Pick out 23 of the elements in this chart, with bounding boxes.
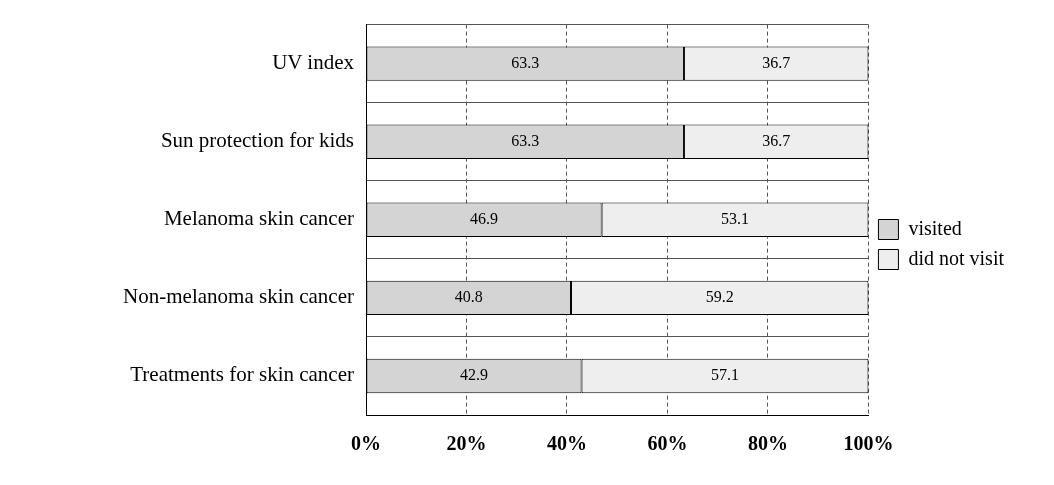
data-label: 63.3 — [511, 53, 540, 71]
data-label: 59.2 — [705, 288, 734, 306]
data-label: 40.8 — [454, 288, 483, 306]
data-label: 63.3 — [511, 131, 540, 149]
x-tick-label: 80% — [747, 432, 788, 455]
x-tick-label: 60% — [647, 432, 688, 455]
data-label: 36.7 — [762, 53, 791, 71]
y-tick-label: Non-melanoma skin cancer — [123, 284, 354, 309]
x-tick-label: 100% — [843, 432, 894, 455]
y-tick-label: Treatments for skin cancer — [130, 362, 354, 387]
data-label: 46.9 — [470, 210, 499, 227]
legend-label: did not visit — [908, 246, 1005, 269]
data-label: 53.1 — [721, 210, 750, 227]
x-tick-label: 20% — [446, 432, 487, 455]
data-label: 42.9 — [460, 366, 489, 384]
y-tick-label: Melanoma skin cancer — [163, 206, 354, 231]
legend-label: visited — [908, 216, 962, 239]
y-tick-label: Sun protection for kids — [160, 128, 354, 153]
x-tick-label: 0% — [351, 432, 381, 455]
data-label: 57.1 — [710, 366, 739, 384]
x-tick-label: 40% — [546, 432, 587, 455]
y-tick-label: UV index — [272, 50, 355, 75]
data-label: 36.7 — [762, 131, 791, 149]
